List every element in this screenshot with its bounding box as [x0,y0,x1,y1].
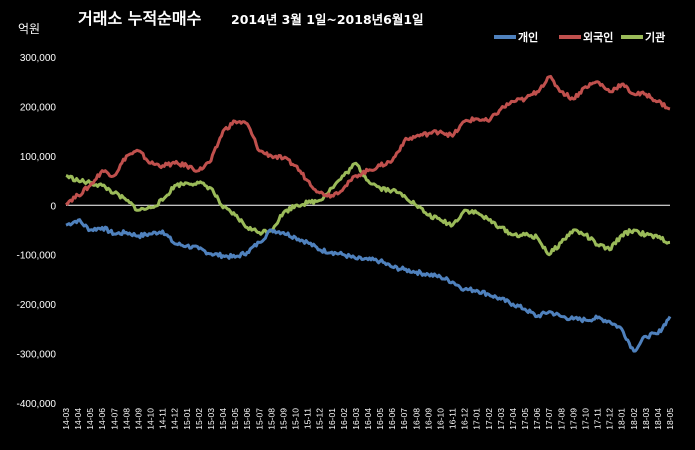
legend-label: 외국인 [583,30,613,44]
series-line-2 [65,161,671,257]
x-tick-label: 15-04 [218,408,228,430]
x-tick-label: 16-04 [363,408,373,430]
y-tick-label: -100,000 [17,251,57,262]
x-tick-label: 17-10 [580,408,590,430]
x-tick-label: 16-12 [460,408,470,430]
x-tick-label: 14-06 [97,408,107,430]
x-tick-label: 16-09 [423,408,433,430]
x-tick-label: 16-06 [387,408,397,430]
x-tick-label: 17-08 [556,408,566,430]
x-tick-label: 15-12 [315,408,325,430]
legend-label: 개인 [518,30,538,44]
y-tick-label: 100,000 [20,152,57,163]
x-tick-label: 16-10 [435,408,445,430]
x-tick-label: 18-03 [641,408,651,430]
x-tick-label: 16-08 [411,408,421,430]
x-tick-label: 15-11 [303,408,313,429]
series-layer [65,74,672,353]
x-tick-label: 17-01 [472,408,482,430]
x-tick-label: 15-02 [194,408,204,430]
y-tick-label: -200,000 [17,300,57,311]
y-tick-label: 200,000 [20,102,57,113]
y-tick-label: -400,000 [17,399,57,410]
x-tick-label: 15-07 [254,408,264,430]
y-tick-label: -300,000 [17,350,57,361]
x-tick-label: 17-06 [532,408,542,430]
x-tick-label: 17-09 [568,408,578,430]
x-tick-label: 15-05 [230,408,240,430]
x-tick-label: 16-03 [351,408,361,430]
x-tick-label: 15-06 [242,408,252,430]
y-axis-unit-label: 억원 [18,22,40,36]
x-tick-label: 14-09 [133,408,143,430]
x-tick-label: 15-10 [291,408,301,430]
x-axis: 14-03 14-04 14-05 14-06 14-07 14-08 14-09 14-10… [61,408,675,430]
x-tick-label: 16-07 [399,408,409,430]
x-tick-label: 16-02 [339,408,349,430]
x-tick-label: 16-11 [448,408,458,429]
x-tick-label: 16-01 [327,408,337,430]
x-tick-label: 14-05 [85,408,95,430]
legend: 개인 외국인 기관 [494,30,665,44]
x-tick-label: 17-11 [593,408,603,429]
legend-label: 기관 [645,30,665,44]
x-tick-label: 15-03 [206,408,216,430]
x-tick-label: 17-03 [496,408,506,430]
x-tick-label: 14-04 [73,408,83,430]
x-tick-label: 14-07 [109,408,119,430]
x-tick-label: 17-12 [605,408,615,430]
x-tick-label: 16-05 [375,408,385,430]
x-tick-label: 15-09 [278,408,288,430]
x-tick-label: 14-12 [170,408,180,430]
x-tick-label: 15-01 [182,408,192,430]
x-tick-label: 14-11 [158,408,168,429]
x-tick-label: 14-03 [61,408,71,430]
x-tick-label: 14-08 [121,408,131,430]
x-tick-label: 17-05 [520,408,530,430]
x-tick-label: 17-04 [508,408,518,430]
x-tick-label: 18-01 [617,408,627,430]
y-axis: 300,000 200,000 100,000 0 -100,000 -200,000 -3… [17,53,670,410]
x-tick-label: 17-07 [544,408,554,430]
x-tick-label: 14-10 [146,408,156,430]
chart-subtitle: 2014년 3월 1일~2018년6월1일 [231,12,424,27]
series-line-0 [65,218,672,353]
y-tick-label: 300,000 [20,53,57,64]
x-tick-label: 15-08 [266,408,276,430]
x-tick-label: 17-02 [484,408,494,430]
x-tick-label: 18-02 [629,408,639,430]
chart-title: 거래소 누적순매수 [78,9,202,28]
x-tick-label: 18-04 [653,408,663,430]
x-tick-label: 18-05 [665,408,675,430]
series-line-1 [65,74,671,206]
y-tick-label: 0 [50,201,56,212]
